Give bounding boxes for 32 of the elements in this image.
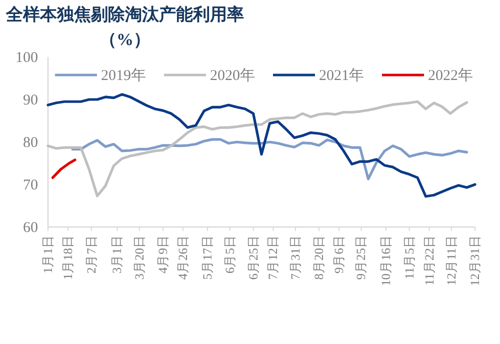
y-tick-label: 100 xyxy=(16,50,38,66)
x-tick-label: 1月18日 xyxy=(60,235,75,280)
x-tick-label: 9月25日 xyxy=(354,235,368,280)
y-tick-label: 70 xyxy=(23,178,38,194)
line-series xyxy=(51,158,76,179)
x-tick-label: 9月6日 xyxy=(332,235,346,274)
x-tick-label: 11月5日 xyxy=(402,235,416,280)
x-tick-label: 4月9日 xyxy=(156,235,170,274)
legend-label: 2022年 xyxy=(428,67,473,84)
y-tick-label: 90 xyxy=(23,92,38,108)
legend-label: 2019年 xyxy=(101,67,146,84)
legend-label: 2021年 xyxy=(319,67,364,84)
line-series xyxy=(71,138,468,180)
x-tick-label: 8月20日 xyxy=(312,235,326,280)
x-tick-label: 5月17日 xyxy=(200,235,215,280)
x-tick-label: 6月5日 xyxy=(222,235,237,274)
x-tick-label: 7月12日 xyxy=(266,235,280,280)
y-tick-label: 60 xyxy=(23,220,38,236)
x-tick-label: 12月11日 xyxy=(444,235,459,286)
x-tick-label: 2月7日 xyxy=(84,235,98,274)
x-tick-label: 11月22日 xyxy=(422,235,436,286)
x-tick-label: 10月16日 xyxy=(378,235,393,286)
x-tick-label: 1月1日 xyxy=(41,235,55,274)
y-tick-label: 80 xyxy=(23,135,38,151)
title: 全样本独焦剔除淘汰产能利用率（%） xyxy=(6,5,244,49)
x-tick-label: 3月1日 xyxy=(110,235,124,274)
x-tick-label: 12月31日 xyxy=(468,235,482,286)
legend-label: 2020年 xyxy=(210,67,255,84)
x-tick-label: 7月31日 xyxy=(288,235,303,280)
x-tick-label: 3月20日 xyxy=(132,235,146,280)
x-tick-label: 6月25日 xyxy=(246,235,260,280)
x-tick-label: 4月26日 xyxy=(176,235,190,280)
